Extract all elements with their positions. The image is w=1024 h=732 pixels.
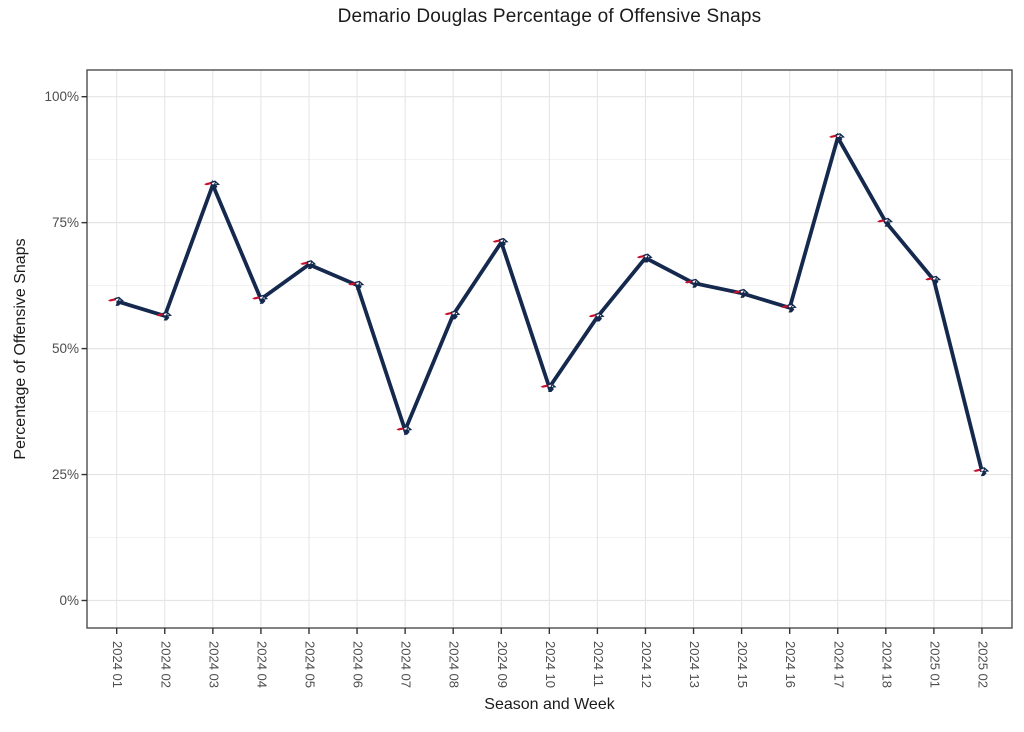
patriots-logo-icon: [732, 288, 749, 298]
x-tick-label: 2025 01: [927, 641, 942, 688]
patriots-logo-icon: [877, 217, 893, 227]
x-tick-label: 2024 07: [399, 641, 414, 688]
logo-star-dot: [263, 297, 265, 299]
x-tick-label: 2024 18: [879, 641, 894, 688]
x-tick-label: 2024 11: [591, 641, 606, 687]
x-tick-label: 2024 04: [254, 641, 269, 688]
patriots-logo-icon: [300, 260, 317, 270]
logo-star-dot: [455, 313, 458, 315]
data-line: [116, 132, 984, 472]
x-tick-label: 2024 05: [302, 641, 317, 688]
patriots-logo-icon: [684, 278, 701, 288]
patriots-logo-icon: [925, 275, 942, 285]
y-tick-label: 25%: [52, 467, 79, 482]
patriots-logo-icon: [252, 294, 269, 304]
logo-star-dot: [167, 314, 169, 316]
logo-star-dot: [215, 183, 217, 185]
patriots-logo-icon: [973, 467, 990, 477]
chart-title: Demario Douglas Percentage of Offensive …: [337, 6, 762, 27]
patriots-logo-icon: [636, 253, 653, 263]
logo-star-dot: [936, 278, 938, 280]
logo-star-dot: [840, 135, 842, 138]
x-tick-label: 2024 13: [687, 641, 702, 688]
patriots-logo-icon: [780, 303, 797, 313]
x-tick-label: 2024 09: [495, 641, 510, 688]
logo-star-dot: [119, 299, 121, 301]
logo-star-dot: [888, 220, 890, 222]
patriots-logo-icon: [829, 133, 845, 143]
y-tick-label: 50%: [52, 341, 79, 356]
patriots-logo-icon: [588, 312, 605, 322]
x-tick-label: 2024 01: [110, 641, 125, 688]
x-tick-label: 2024 10: [543, 641, 558, 688]
x-tick-label: 2024 06: [351, 641, 366, 688]
x-tick-label: 2024 03: [206, 641, 221, 688]
logo-star-dot: [407, 428, 409, 430]
logo-star-dot: [551, 385, 554, 387]
x-tick-label: 2024 08: [447, 641, 462, 688]
logo-star-dot: [744, 291, 746, 293]
patriots-logo-icon: [396, 425, 413, 435]
patriots-logo-icon: [492, 237, 509, 247]
patriots-logo-icon: [348, 280, 365, 290]
logo-star-dot: [359, 283, 361, 285]
logo-star-dot: [648, 256, 650, 258]
x-tick-label: 2025 02: [975, 641, 990, 688]
logo-star-dot: [984, 469, 986, 472]
logo-star-dot: [311, 262, 313, 265]
x-tick-label: 2024 15: [735, 641, 750, 688]
patriots-logo-icon: [156, 311, 172, 321]
y-tick-label: 75%: [52, 215, 79, 230]
y-tick-label: 0%: [59, 593, 79, 608]
logo-star-dot: [792, 306, 794, 308]
patriots-logo-icon: [204, 180, 220, 190]
patriots-logo-icon: [107, 296, 124, 306]
x-tick-label: 2024 17: [831, 641, 846, 688]
patriots-logo-icon: [540, 383, 557, 393]
patriots-logo-icon: [444, 310, 461, 320]
logo-star-dot: [503, 240, 506, 242]
x-axis-title: Season and Week: [484, 696, 615, 713]
logo-star-dot: [696, 281, 698, 283]
x-tick-label: 2024 16: [783, 641, 798, 688]
logo-star-dot: [599, 315, 602, 317]
x-tick-label: 2024 02: [158, 641, 173, 688]
y-tick-label: 100%: [44, 89, 79, 104]
x-tick-label: 2024 12: [639, 641, 654, 688]
